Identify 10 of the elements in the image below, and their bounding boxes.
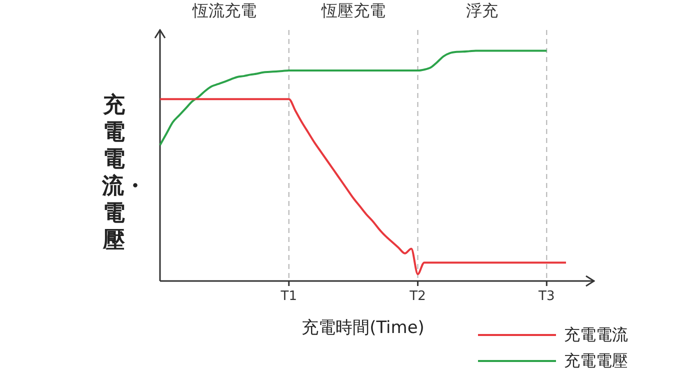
- x-axis-title: 充電時間(Time): [302, 318, 424, 338]
- y-axis-title: 充電電流・電壓: [102, 92, 146, 254]
- text: 浮充: [466, 1, 498, 20]
- text: 恆壓充電: [320, 1, 386, 20]
- x-tick-label: T2: [408, 289, 426, 304]
- legend-label: 充電電流: [564, 324, 628, 346]
- x-tick-label: T1: [280, 289, 297, 304]
- text: 恆流充電: [191, 1, 256, 20]
- legend-label: 充電電壓: [564, 350, 628, 372]
- x-tick-label: T3: [538, 289, 555, 304]
